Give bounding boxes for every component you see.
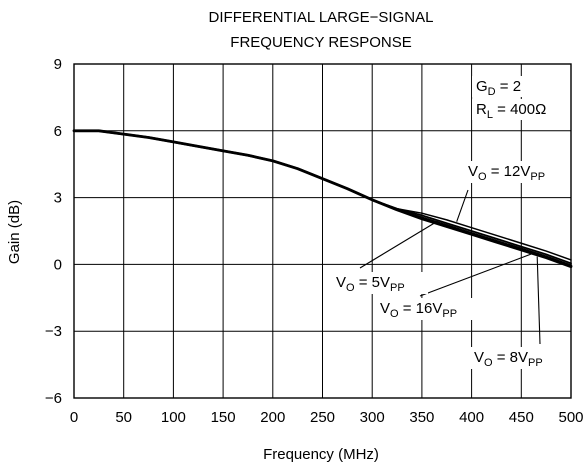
condition-bg bbox=[472, 76, 568, 97]
x-tick-label: 0 bbox=[70, 409, 78, 426]
series-label-3-mid: = 8V bbox=[493, 349, 528, 366]
condition-1-rest: = 400Ω bbox=[493, 101, 546, 118]
plot-frame bbox=[73, 63, 572, 399]
series-label-3-main: V bbox=[474, 349, 484, 366]
condition-1-text: RL = 400Ω bbox=[476, 101, 546, 121]
series-line bbox=[72, 129, 573, 267]
x-tick-label: 400 bbox=[459, 409, 484, 426]
y-tick-label: 0 bbox=[54, 256, 62, 273]
condition-0-rest: = 2 bbox=[496, 78, 521, 95]
series-label-2-main: V bbox=[380, 300, 390, 317]
x-tick-label: 200 bbox=[260, 409, 285, 426]
series-leader-line bbox=[359, 220, 439, 269]
x-tick-label: 300 bbox=[360, 409, 385, 426]
y-tick-label: 3 bbox=[54, 190, 62, 207]
series-label-2-mid: = 16V bbox=[399, 300, 443, 317]
series-label-0-sub: O bbox=[478, 171, 487, 183]
series-label-bg bbox=[332, 272, 428, 294]
x-tick-label: 100 bbox=[161, 409, 186, 426]
y-tick-label: 9 bbox=[54, 56, 62, 73]
x-tick-label: 50 bbox=[115, 409, 132, 426]
tick-label-layer: 0 50 100 150 200 250 300 350 400 450 500 −6 −3 0 3 6 9 bbox=[45, 56, 584, 426]
condition-1-sub: L bbox=[487, 109, 493, 121]
x-axis-label: Frequency (MHz) bbox=[263, 446, 379, 463]
series-label-3-sub2: PP bbox=[528, 357, 543, 369]
series-label-0-text: VO = 12VPP bbox=[468, 163, 545, 183]
series-label-1-text: VO = 5VPP bbox=[336, 274, 405, 294]
series-label-bg bbox=[376, 298, 482, 320]
condition-0-sub: D bbox=[488, 86, 496, 98]
condition-bg bbox=[472, 99, 568, 120]
series-leader-line bbox=[456, 189, 469, 222]
grid-layer bbox=[74, 64, 571, 398]
series-leader-line bbox=[536, 256, 541, 345]
y-tick-label: −3 bbox=[45, 323, 62, 340]
series-layer bbox=[72, 129, 573, 269]
series-label-0-sub2: PP bbox=[530, 171, 545, 183]
series-label-bg bbox=[464, 161, 570, 183]
x-tick-label: 150 bbox=[211, 409, 236, 426]
series-label-0-mid: = 12V bbox=[487, 163, 531, 180]
series-leader-line bbox=[419, 252, 534, 297]
series-label-3-sub: O bbox=[484, 357, 493, 369]
x-tick-label: 350 bbox=[409, 409, 434, 426]
series-label-2-text: VO = 16VPP bbox=[380, 300, 457, 320]
series-label-2-sub: O bbox=[390, 308, 399, 320]
x-tick-label: 250 bbox=[310, 409, 335, 426]
series-label-2-sub2: PP bbox=[442, 308, 457, 320]
y-tick-label: 6 bbox=[54, 123, 62, 140]
series-label-bg bbox=[470, 347, 566, 369]
y-axis-label: Gain (dB) bbox=[6, 200, 23, 264]
series-label-3-text: VO = 8VPP bbox=[474, 349, 543, 369]
y-tick-label: −6 bbox=[45, 390, 62, 407]
chart-title-line-2: FREQUENCY RESPONSE bbox=[230, 34, 411, 51]
condition-0-main: G bbox=[476, 78, 488, 95]
series-label-1-sub: O bbox=[346, 282, 355, 294]
series-label-1-mid: = 5V bbox=[355, 274, 390, 291]
condition-1-main: R bbox=[476, 101, 487, 118]
x-tick-label: 500 bbox=[558, 409, 583, 426]
series-label-1-sub2: PP bbox=[390, 282, 405, 294]
series-label-0-main: V bbox=[468, 163, 478, 180]
x-tick-label: 450 bbox=[509, 409, 534, 426]
chart-title-line-1: DIFFERENTIAL LARGE−SIGNAL bbox=[209, 9, 434, 26]
condition-0-text: GD = 2 bbox=[476, 78, 521, 98]
series-label-1-main: V bbox=[336, 274, 346, 291]
